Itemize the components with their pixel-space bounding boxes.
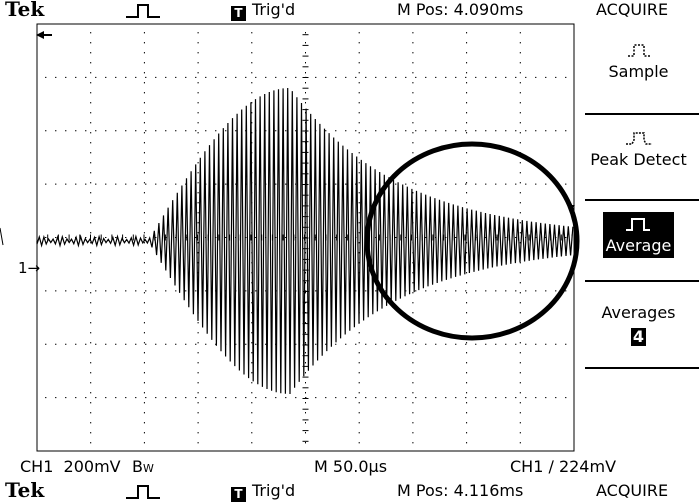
highlight-circle [364, 141, 580, 341]
menu-item-peak-detect-label: Peak Detect [590, 150, 687, 169]
brand-logo: Tek [5, 0, 45, 21]
trigger-t-icon: T [231, 6, 246, 21]
menu-divider [585, 367, 699, 369]
trigger-status: T Trig'd [231, 1, 295, 21]
timebase-setting: M 50.0µs [314, 457, 388, 476]
ch1-waveform [36, 87, 574, 395]
menu-item-sample[interactable]: Sample [578, 42, 699, 82]
menu-item-sample-label: Sample [608, 62, 669, 81]
menu-item-peak-detect[interactable]: Peak Detect [578, 130, 699, 170]
sample-waveform-icon [627, 44, 650, 57]
channel-1-marker: 1→ [18, 259, 41, 277]
trigger-status-text: Trig'd [252, 0, 296, 19]
menu-title: ACQUIRE [596, 0, 669, 19]
horizontal-trigger-position-icon [36, 31, 44, 39]
trigger-info: CH1 ∕ 224mV [510, 457, 617, 476]
trigger-t-icon-bottom: T [231, 487, 246, 502]
menu-title-bottom: ACQUIRE [596, 481, 669, 500]
trigger-status-bottom: T Trig'd [231, 482, 295, 502]
run-state-icon [126, 4, 160, 18]
menu-item-averages[interactable]: Averages 4 [578, 303, 699, 346]
averages-label: Averages [601, 303, 676, 322]
peak-detect-waveform-icon [625, 132, 652, 145]
average-waveform-icon [626, 218, 651, 231]
channel-scale: CH1 200mV [20, 457, 121, 476]
menu-item-average-label: Average [605, 236, 672, 255]
average-selected-box: Average [602, 212, 675, 258]
horizontal-position-bottom: M Pos: 4.116ms [397, 481, 524, 500]
menu-divider [585, 113, 699, 115]
menu-item-average[interactable]: Average [578, 212, 699, 258]
averages-value[interactable]: 4 [630, 327, 647, 346]
bandwidth-limit-flag: BW [132, 457, 154, 476]
run-state-icon-bottom [126, 485, 160, 499]
horizontal-position: M Pos: 4.090ms [397, 0, 524, 19]
brand-logo-bottom: Tek [5, 478, 45, 502]
menu-divider [585, 280, 699, 282]
menu-divider [585, 199, 699, 201]
